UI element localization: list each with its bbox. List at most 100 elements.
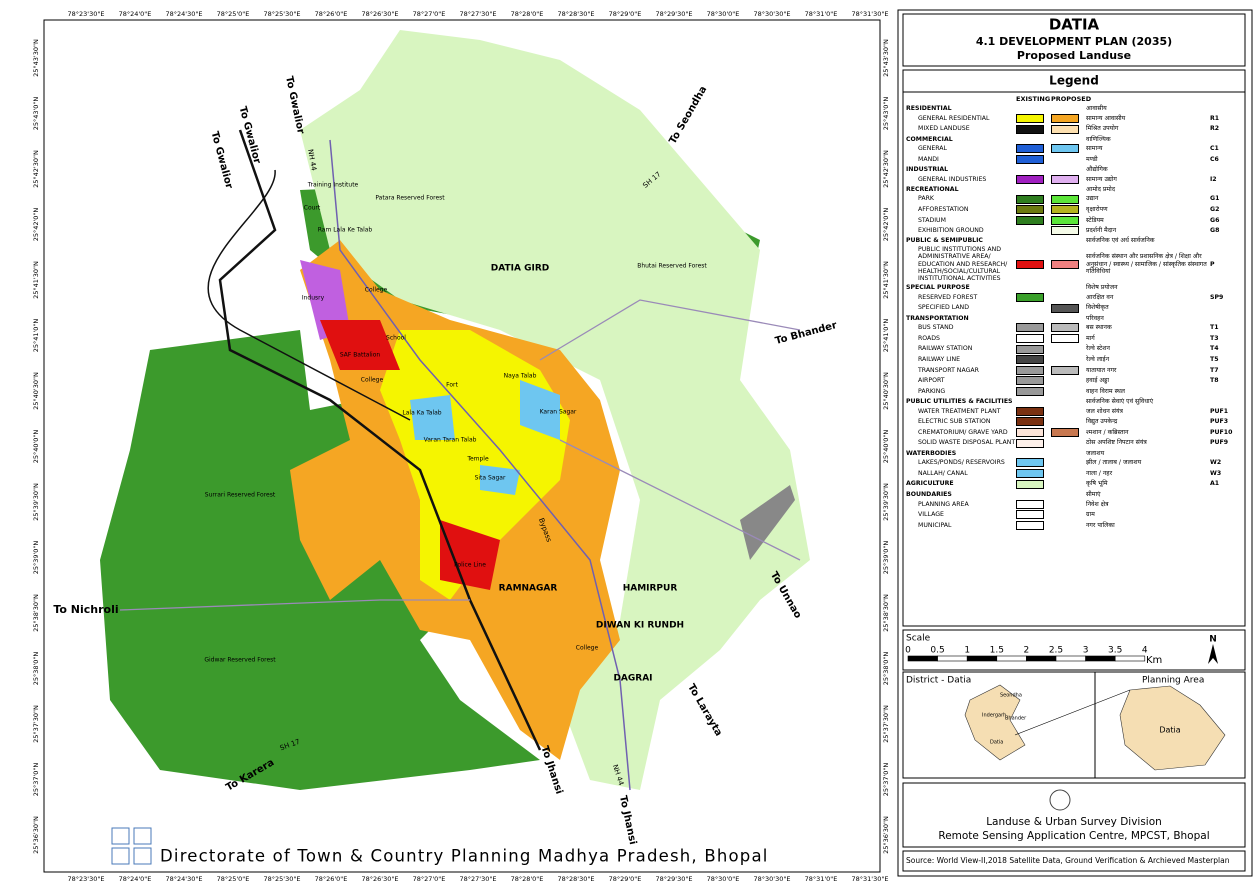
item-label: MANDI	[918, 155, 939, 163]
scale-segment	[1114, 655, 1146, 662]
swatch-cell	[1016, 333, 1051, 343]
item-label: TRANSPORT NAGAR	[918, 366, 979, 374]
code: PUF9	[1210, 439, 1229, 447]
code	[1210, 284, 1240, 291]
code	[1210, 315, 1240, 322]
airport	[740, 485, 795, 560]
legend-group: TRANSPORTATION परिवहन	[906, 315, 1242, 322]
legend-row: VILLAGE ग्राम	[906, 510, 1242, 520]
item-label: GENERAL RESIDENTIAL	[918, 114, 990, 122]
item-label-hi: रेल्वे लाईन	[1086, 356, 1109, 364]
inset-town: Bhander	[1005, 716, 1027, 722]
coord-top: 78°24'30"E	[166, 10, 203, 18]
group-heading: AGRICULTURE	[906, 479, 954, 487]
swatch	[1051, 427, 1079, 437]
swatch	[1016, 355, 1044, 365]
legend-row: EXHIBITION GROUND प्रदर्शनी मैदान G8	[906, 226, 1242, 236]
swatch-cell	[1016, 154, 1051, 164]
item-label: VILLAGE	[918, 511, 944, 519]
coord-bottom: 78°25'30"E	[264, 875, 301, 883]
coord-right: 25°39'0"N	[882, 541, 890, 575]
coord-right: 25°41'0"N	[882, 319, 890, 353]
code: G2	[1210, 206, 1220, 214]
swatch	[1016, 144, 1044, 154]
inset-town: Datia	[990, 740, 1003, 746]
swatch-cell	[1051, 427, 1086, 437]
coord-right: 25°40'0"N	[882, 430, 890, 464]
swatch-cell	[1051, 114, 1086, 123]
code: R1	[1210, 114, 1220, 122]
coord-bottom: 78°23'30"E	[68, 875, 105, 883]
swatch	[1016, 376, 1044, 386]
item-label: PARK	[918, 195, 934, 203]
inset-planning: Planning Area	[1142, 676, 1204, 686]
swatch	[1051, 365, 1079, 375]
item-label: PARKING	[918, 387, 946, 395]
code: P	[1210, 260, 1215, 268]
item-label: EXHIBITION GROUND	[918, 227, 984, 235]
item-label-hi: सार्वजनिक संस्थान और प्रशासनिक क्षेत्र /…	[1086, 253, 1207, 275]
map-label: DIWAN KI RUNDH	[596, 621, 684, 631]
item-label: AFFORESTATION	[918, 206, 969, 214]
code	[1210, 166, 1240, 173]
title: DATIA	[1049, 16, 1100, 34]
item-label-hi: सामान्य उद्योग	[1086, 175, 1117, 183]
coord-left: 25°36'30"N	[32, 816, 40, 854]
map-label: Temple	[466, 456, 489, 463]
legend-row: PUBLIC INSTITUTIONS AND ADMINISTRATIVE A…	[906, 246, 1242, 282]
map-label: School	[386, 335, 406, 342]
scale-tick: 4	[1142, 646, 1148, 656]
legend-group: INDUSTRIAL औद्योगिक	[906, 166, 1242, 173]
swatch	[1016, 417, 1044, 427]
title-box	[902, 13, 1246, 67]
scale-segment	[907, 655, 938, 662]
swatch-cell	[1016, 315, 1086, 322]
swatch	[1016, 520, 1044, 530]
legend-row: RESERVED FOREST आरक्षित वन SP9	[906, 292, 1242, 302]
group-heading-hi: जलाशय	[1086, 449, 1105, 457]
coord-right: 25°38'30"N	[882, 594, 890, 632]
logo	[1049, 789, 1071, 811]
swatch	[1016, 386, 1044, 396]
swatch-cell	[1016, 438, 1051, 448]
coord-bottom: 78°27'0"E	[413, 875, 446, 883]
code: C1	[1210, 145, 1219, 153]
swatch-cell	[1051, 303, 1086, 313]
coord-left: 25°38'30"N	[32, 594, 40, 632]
legend-row: SOLID WASTE DISPOSAL PLANT ठोस अपशिष्ट नि…	[906, 438, 1242, 448]
swatch-cell	[1051, 259, 1086, 269]
swatch	[1051, 124, 1079, 134]
item-label: LAKES/PONDS/ RESERVOIRS	[918, 459, 1005, 467]
swatch-cell	[1016, 355, 1051, 365]
scale-tick: 1	[964, 646, 970, 656]
scale-segment	[937, 655, 968, 662]
swatch-cell	[1016, 499, 1051, 509]
legend-row: RAILWAY STATION रेल्वे स्टेशन T4	[906, 344, 1242, 354]
group-heading-hi: आमोद प्रमोद	[1086, 185, 1115, 193]
code	[1210, 491, 1240, 498]
map-label: Court	[304, 205, 321, 212]
coord-right: 25°43'30"N	[882, 39, 890, 77]
code: G8	[1210, 227, 1220, 235]
planning-shape	[1119, 685, 1226, 771]
item-label-hi: मार्ग	[1086, 334, 1095, 342]
legend-group: COMMERCIAL वाणिज्यिक	[906, 136, 1242, 143]
code: T8	[1210, 377, 1219, 385]
swatch	[1016, 323, 1044, 333]
swatch-cell	[1016, 344, 1051, 354]
group-heading-hi: कृषि भूमि	[1086, 479, 1108, 487]
item-label-hi: उद्यान	[1086, 195, 1099, 203]
legend-row: ELECTRIC SUB STATION विद्युत उपकेन्द्र PUF…	[906, 417, 1242, 427]
coord-right: 25°39'30"N	[882, 483, 890, 521]
coord-bottom: 78°31'30"E	[852, 875, 889, 883]
coord-top: 78°26'0"E	[315, 10, 348, 18]
legend-row: MUNICIPAL नगर पालिका	[906, 520, 1242, 530]
group-heading: BOUNDARIES	[906, 490, 952, 498]
coord-left: 25°38'0"N	[32, 652, 40, 686]
coord-top: 78°30'0"E	[707, 10, 740, 18]
coord-top: 78°28'0"E	[511, 10, 544, 18]
plan: 4.1 DEVELOPMENT PLAN (2035)	[976, 35, 1172, 48]
swatch-cell	[1016, 520, 1051, 530]
legend-group: BOUNDARIES सीमाएं	[906, 491, 1242, 498]
coord-right: 25°43'0"N	[882, 97, 890, 131]
